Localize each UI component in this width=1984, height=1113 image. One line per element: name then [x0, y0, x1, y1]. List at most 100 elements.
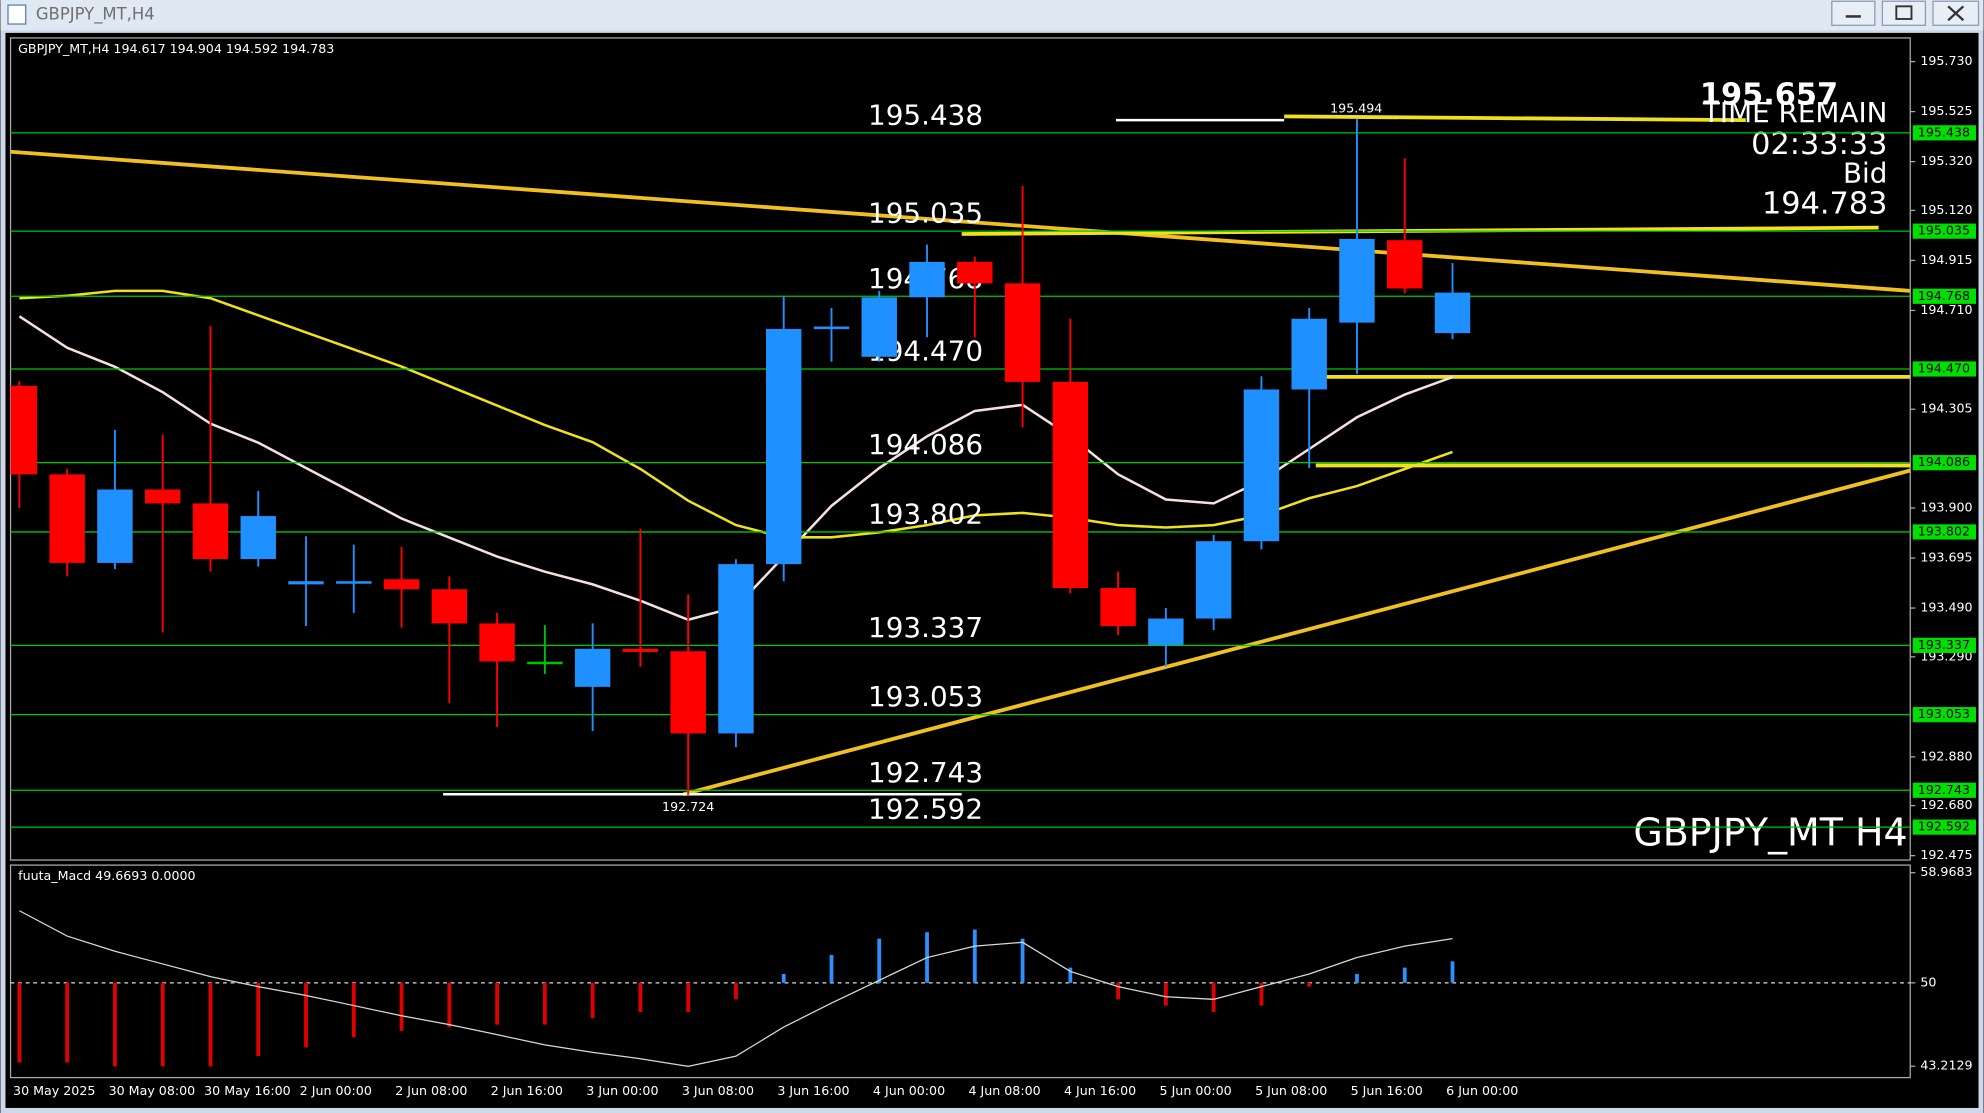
- y-tick-label: 193.490: [1920, 600, 1972, 615]
- sub-plot-border: [9, 864, 1911, 1079]
- candle-body: [431, 589, 468, 624]
- candle-body: [1291, 318, 1327, 390]
- trend-line: [10, 149, 1911, 293]
- x-tick-label: 2 Jun 16:00: [491, 1083, 563, 1098]
- minimize-button[interactable]: [1831, 0, 1876, 26]
- high-label: 195.494: [1330, 101, 1382, 116]
- x-tick-label: 4 Jun 00:00: [873, 1083, 945, 1098]
- level-tag: [1912, 361, 1976, 377]
- y-tick-label: 193.900: [1920, 500, 1972, 515]
- close-icon: [1947, 5, 1965, 22]
- x-tick-label: 30 May 2025: [13, 1083, 95, 1098]
- candle-body: [766, 328, 802, 565]
- maximize-icon: [1895, 5, 1913, 20]
- x-tick-label: 6 Jun 00:00: [1446, 1083, 1518, 1098]
- x-tick-label: 30 May 16:00: [204, 1083, 291, 1098]
- candle-body: [574, 648, 611, 687]
- app-icon: [7, 4, 27, 25]
- x-tick-label: 5 Jun 16:00: [1351, 1083, 1423, 1098]
- chart-info: GBPJPY_MT,H4 194.617 194.904 194.592 194…: [18, 41, 334, 56]
- y-tick-label: 195.320: [1920, 153, 1972, 168]
- level-label: 194.086: [868, 428, 983, 461]
- candle-body: [1100, 588, 1136, 627]
- horizontal-segment: [1284, 114, 1746, 123]
- level-tag-label: 194.768: [1918, 288, 1970, 303]
- info-bid: 194.783: [1762, 186, 1887, 221]
- x-tick-label: 5 Jun 00:00: [1160, 1083, 1232, 1098]
- y-tick-label: 194.305: [1920, 401, 1972, 416]
- level-label: 193.053: [868, 680, 983, 713]
- y-tick-label: 193.695: [1920, 550, 1972, 565]
- title-bar: [0, 0, 1984, 31]
- level-label: 192.743: [868, 756, 983, 789]
- level-tag-label: 195.438: [1918, 124, 1970, 139]
- y-tick-label: 195.525: [1920, 103, 1972, 118]
- candle-body: [1434, 292, 1471, 334]
- info-label: Bid: [1843, 157, 1887, 190]
- level-tag: [1912, 782, 1976, 798]
- candle-body: [527, 661, 563, 665]
- candle-body: [622, 648, 659, 652]
- candle-body: [288, 581, 324, 585]
- candle-body: [1339, 238, 1375, 323]
- level-tag: [1912, 637, 1976, 653]
- y-tick-label: 192.680: [1920, 797, 1972, 812]
- candle-body: [1195, 541, 1232, 619]
- x-tick-label: 4 Jun 08:00: [968, 1083, 1040, 1098]
- watermark: GBPJPY_MT H4: [1633, 810, 1907, 854]
- level-label: 193.337: [868, 611, 983, 644]
- level-label: 192.592: [868, 793, 983, 826]
- candle-body: [1004, 283, 1041, 382]
- level-label: 193.802: [868, 497, 983, 530]
- candle-body: [957, 261, 993, 284]
- level-label: 195.438: [868, 98, 983, 131]
- y-tick-label: 43.2129: [1920, 1058, 1972, 1073]
- y-tick-label: 192.475: [1920, 847, 1972, 862]
- main-plot: 195.438195.035194.768194.470194.086193.8…: [10, 98, 1911, 828]
- candle-body: [144, 489, 181, 504]
- y-tick-label: 195.730: [1920, 53, 1972, 68]
- window-title: GBPJPY_MT,H4: [36, 5, 155, 25]
- candle-body: [49, 474, 85, 563]
- candle-body: [192, 503, 229, 560]
- info-price: 195.657: [1700, 78, 1838, 113]
- candle-body: [1243, 389, 1280, 542]
- signal-line: [19, 910, 1453, 1068]
- chart-area: [5, 32, 1979, 1108]
- y-tick-label: 192.880: [1920, 748, 1972, 763]
- y-tick-label: 194.915: [1920, 252, 1972, 267]
- level-tag: [1912, 707, 1976, 723]
- candle-body: [1052, 381, 1089, 589]
- indicator-label: fuuta_Macd 49.6693 0.0000: [18, 868, 195, 883]
- x-tick-label: 3 Jun 00:00: [586, 1083, 658, 1098]
- candle-body: [383, 579, 420, 590]
- candle-body: [670, 651, 706, 734]
- x-tick-label: 3 Jun 16:00: [777, 1083, 849, 1098]
- x-tick-label: 5 Jun 08:00: [1255, 1083, 1327, 1098]
- level-tag-label: 193.802: [1918, 523, 1970, 538]
- level-tag-label: 192.743: [1918, 782, 1970, 797]
- level-tag: [1912, 288, 1976, 304]
- candle-body: [336, 581, 372, 584]
- level-tag: [1912, 223, 1976, 239]
- level-tag-label: 193.337: [1918, 637, 1970, 652]
- candle-body: [240, 516, 276, 560]
- level-tag: [1912, 524, 1976, 540]
- x-tick-label: 2 Jun 00:00: [300, 1083, 372, 1098]
- trend-line: [682, 468, 1911, 797]
- level-tag-label: 193.053: [1918, 706, 1970, 721]
- low-label: 192.724: [662, 799, 714, 814]
- level-tag: [1912, 125, 1976, 141]
- candle-body: [909, 261, 945, 298]
- level-tag-label: 194.086: [1918, 454, 1970, 469]
- candle-body: [10, 385, 38, 475]
- maximize-button[interactable]: [1881, 0, 1927, 26]
- x-tick-label: 2 Jun 08:00: [395, 1083, 467, 1098]
- info-label: TIME REMAIN: [1702, 96, 1888, 129]
- level-tag: [1912, 819, 1976, 835]
- level-tag-label: 194.470: [1918, 360, 1970, 375]
- candle-body: [97, 489, 133, 563]
- candle-body: [1148, 618, 1184, 646]
- x-tick-label: 30 May 08:00: [109, 1083, 196, 1098]
- level-label: 195.035: [868, 197, 983, 230]
